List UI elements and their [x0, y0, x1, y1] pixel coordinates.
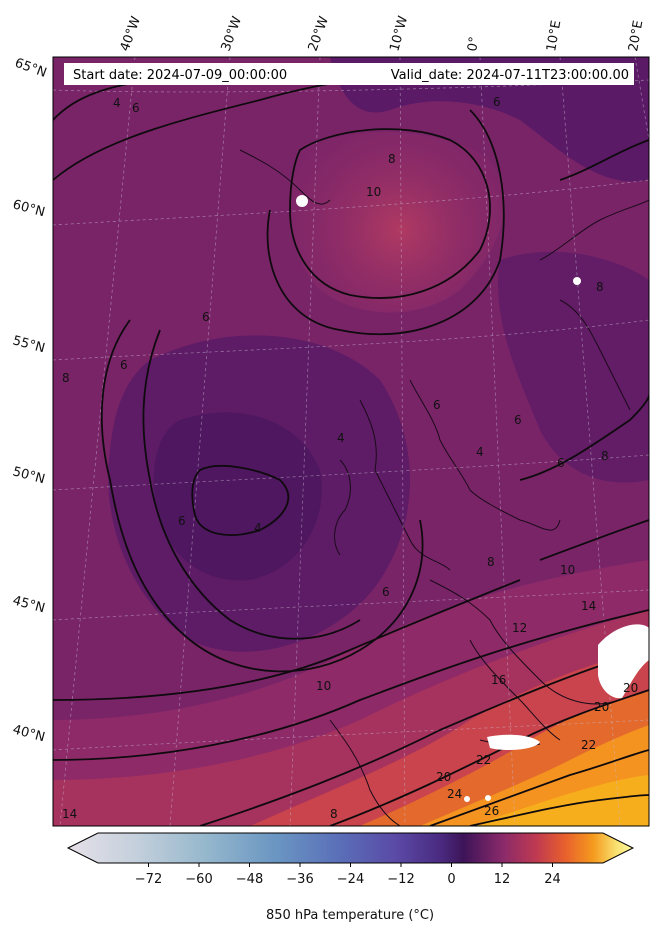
contour-label: 10: [560, 563, 575, 577]
colorbar-tick-label: −60: [185, 872, 212, 887]
contour-label: 8: [388, 152, 396, 166]
colorbar-tick-label: −72: [135, 872, 162, 887]
latitude-labels: 65°N 60°N 55°N 50°N 45°N 40°N: [11, 56, 49, 746]
contour-label: 6: [202, 310, 210, 324]
graticule: [53, 57, 649, 826]
contour-label: 6: [557, 456, 565, 470]
colorbar-ticks: −72 −60 −48 −36 −24 −12 0 12 24: [135, 863, 561, 887]
contour-label: 8: [601, 449, 609, 463]
colorbar-bar: [66, 832, 635, 864]
contour-label: 8: [330, 807, 338, 821]
contour-label: 4: [337, 431, 345, 445]
contour-label: 16: [491, 673, 506, 687]
contour-label: 8: [487, 555, 495, 569]
contour-label: 4: [476, 445, 484, 459]
lon-label: 20°W: [306, 14, 332, 53]
lon-label: 30°W: [219, 14, 245, 53]
contour-label: 6: [382, 585, 390, 599]
contour-label: 10: [316, 679, 331, 693]
contour-label: 6: [433, 398, 441, 412]
contour-label: 6: [132, 101, 140, 115]
missing-data-patches: [296, 195, 649, 802]
lon-label: 40°W: [118, 14, 144, 53]
lat-label: 50°N: [11, 464, 47, 487]
header-box: [64, 63, 634, 85]
contour-label: 22: [476, 753, 491, 767]
contour-label: 4: [113, 96, 121, 110]
lat-label: 65°N: [13, 56, 49, 81]
colorbar-tick-label: 24: [544, 872, 561, 887]
contour-label: 14: [62, 807, 77, 821]
contour-label: 8: [596, 280, 604, 294]
lon-label: 20°E: [626, 19, 646, 52]
colorbar-label: 850 hPa temperature (°C): [266, 908, 434, 923]
contour-label: 26: [484, 804, 499, 818]
temperature-field: 4 6 6 8 8 10 6 6 8 6 6 4 8 4 4 6 6 6 8 1…: [53, 57, 649, 826]
contour-label: 14: [581, 599, 596, 613]
contour-label: 6: [514, 413, 522, 427]
lon-label: 0°: [465, 36, 482, 53]
start-date-label: Start date: 2024-07-09_00:00:00: [73, 68, 287, 83]
contour-label: 22: [581, 738, 596, 752]
valid-date-label: Valid_date: 2024-07-11T23:00:00.00: [391, 68, 629, 83]
lat-label: 55°N: [11, 333, 47, 356]
lat-label: 60°N: [11, 197, 47, 220]
colorbar-tick-label: −36: [286, 872, 313, 887]
colorbar-tick-label: 12: [494, 872, 511, 887]
contour-label: 6: [178, 514, 186, 528]
colorbar: −72 −60 −48 −36 −24 −12 0 12 24 850 hPa temperat…: [66, 832, 635, 923]
lat-label: 40°N: [11, 722, 47, 745]
colorbar-tick-label: 0: [447, 872, 455, 887]
lon-label: 10°E: [544, 19, 564, 52]
contour-label: 20: [436, 770, 451, 784]
colorbar-tick-label: −12: [387, 872, 414, 887]
contour-label: 8: [62, 371, 70, 385]
contour-label: 10: [366, 185, 381, 199]
contour-label: 12: [512, 621, 527, 635]
contour-label: 20: [594, 700, 609, 714]
colorbar-tick-label: −48: [236, 872, 263, 887]
map-frame: [52, 56, 650, 827]
lon-label: 10°W: [387, 14, 411, 53]
colorbar-tick-label: −24: [337, 872, 364, 887]
contour-label: 20: [623, 681, 638, 695]
longitude-labels: 40°W 30°W 20°W 10°W 0° 10°E 20°E: [118, 14, 647, 53]
lat-label: 45°N: [11, 593, 47, 616]
contour-label: 6: [493, 95, 501, 109]
contour-label: 4: [254, 521, 262, 535]
contour-label: 24: [447, 787, 462, 801]
contour-label: 6: [120, 358, 128, 372]
contour-labels: 4 6 6 8 8 10 6 6 8 6 6 4 8 4 4 6 6 6 8 1…: [62, 95, 638, 821]
